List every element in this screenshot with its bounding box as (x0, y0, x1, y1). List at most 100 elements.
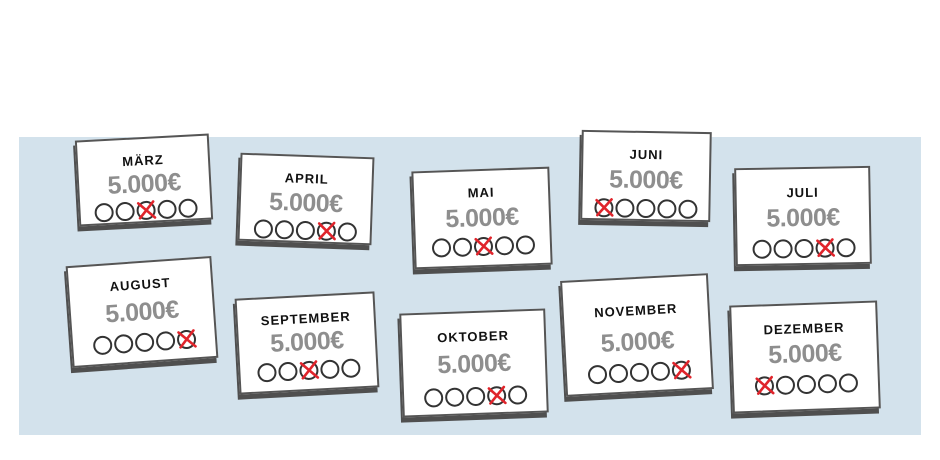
amount-label: 5.000€ (444, 202, 520, 234)
payment-circles (737, 238, 869, 259)
payment-circles (240, 219, 371, 243)
payment-circle (793, 238, 814, 259)
payment-circle (114, 201, 135, 222)
payment-circle (635, 198, 656, 219)
payment-circles (567, 359, 712, 386)
payment-circle (649, 361, 670, 382)
payment-circle (93, 202, 114, 223)
payment-circle (614, 198, 635, 218)
payment-circle (113, 333, 134, 355)
month-card-maerz: MÄRZ 5.000€ (74, 133, 214, 227)
payment-circle (772, 239, 793, 259)
payment-circle (274, 219, 294, 240)
month-label: OKTOBER (436, 327, 510, 346)
cross-mark-icon (814, 236, 836, 258)
payment-circles (582, 198, 708, 219)
month-card-mai: MAI 5.000€ (411, 166, 553, 270)
payment-circle (277, 361, 298, 382)
month-label: JUNI (629, 146, 664, 163)
payment-circles (73, 328, 216, 357)
payment-circle (507, 385, 527, 405)
payment-circle (315, 219, 338, 242)
month-card-november: NOVEMBER 5.000€ (560, 273, 714, 397)
payment-circle (593, 196, 615, 218)
payment-circle (92, 335, 113, 356)
payment-circle (608, 363, 628, 384)
payment-circle (175, 327, 198, 350)
cross-mark-icon (485, 384, 508, 407)
payment-circle (796, 374, 816, 395)
month-card-juli: JULI 5.000€ (734, 165, 872, 267)
payment-circle (465, 386, 485, 407)
payment-circle (253, 219, 273, 239)
amount-label: 5.000€ (767, 338, 843, 370)
payment-circle (297, 358, 320, 381)
payment-circle (319, 359, 340, 380)
payment-circles (416, 235, 551, 259)
cross-mark-icon (297, 358, 320, 381)
month-card-dezember: DEZEMBER 5.000€ (729, 300, 881, 414)
cross-mark-icon (135, 198, 158, 221)
payment-circle (472, 235, 495, 258)
cross-mark-icon (175, 327, 198, 350)
payment-circles (734, 372, 879, 396)
month-card-september: SEPTEMBER 5.000€ (234, 291, 380, 395)
payment-circle (444, 387, 465, 408)
payment-circle (135, 198, 158, 221)
payment-circle (775, 375, 795, 396)
month-label: MÄRZ (121, 151, 165, 170)
payment-circle (156, 199, 177, 220)
payment-circle (485, 384, 508, 407)
payment-circle (340, 358, 361, 379)
payment-circle (494, 235, 514, 256)
month-label: SEPTEMBER (260, 308, 352, 329)
payment-circle (677, 199, 698, 219)
cross-mark-icon (753, 374, 776, 397)
cross-mark-icon (593, 196, 615, 218)
month-card-april: APRIL 5.000€ (237, 152, 375, 246)
payment-circle (751, 239, 772, 259)
payment-circle (177, 198, 198, 219)
amount-label: 5.000€ (106, 168, 182, 200)
month-label: APRIL (284, 170, 329, 187)
amount-label: 5.000€ (608, 165, 683, 195)
month-card-oktober: OKTOBER 5.000€ (399, 308, 549, 418)
month-label: AUGUST (109, 274, 171, 295)
payment-circle (154, 330, 176, 352)
month-label: MAI (467, 184, 495, 201)
cross-mark-icon (315, 219, 338, 242)
payment-circle (587, 364, 608, 385)
payment-circle (515, 235, 535, 255)
amount-label: 5.000€ (436, 348, 512, 380)
payment-circle (295, 220, 315, 241)
payment-circle (431, 238, 451, 258)
payment-circle (835, 238, 856, 258)
payment-circles (240, 357, 377, 383)
payment-circle (817, 373, 837, 394)
month-label: DEZEMBER (763, 319, 845, 338)
payment-circle (337, 222, 357, 242)
payment-circle (256, 362, 277, 383)
payment-circles (404, 385, 547, 409)
payment-circle (670, 358, 693, 381)
payment-circle (452, 237, 472, 258)
month-card-august: AUGUST 5.000€ (65, 256, 219, 368)
month-card-juni: JUNI 5.000€ (580, 129, 712, 223)
payment-circle (423, 388, 444, 408)
calendar-board: MÄRZ 5.000€ APRIL 5.000€ MAI 5.000€ JUNI… (19, 129, 921, 435)
cross-mark-icon (670, 358, 693, 381)
payment-circle (628, 362, 649, 383)
cross-mark-icon (472, 235, 495, 258)
month-label: JULI (786, 184, 819, 201)
amount-label: 5.000€ (104, 295, 180, 329)
amount-label: 5.000€ (766, 203, 841, 233)
amount-label: 5.000€ (269, 326, 345, 358)
amount-label: 5.000€ (599, 326, 675, 358)
payment-circle (838, 373, 858, 393)
month-label: NOVEMBER (593, 300, 678, 321)
payment-circle (753, 374, 776, 397)
payment-circle (656, 199, 677, 219)
payment-circles (80, 198, 211, 224)
payment-circle (133, 332, 155, 353)
amount-label: 5.000€ (268, 187, 344, 219)
